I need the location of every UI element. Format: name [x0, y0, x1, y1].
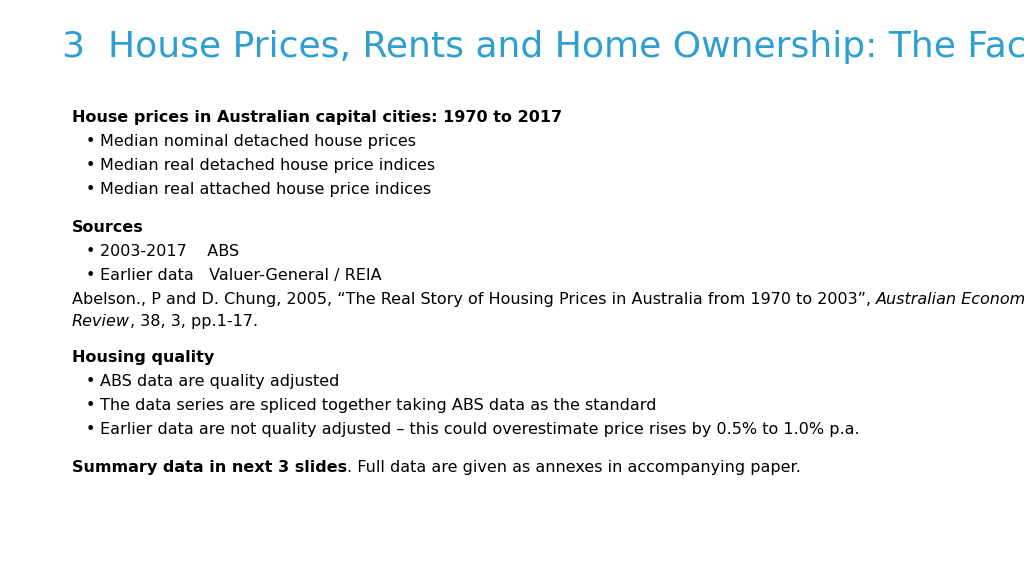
- Text: Review: Review: [72, 314, 130, 329]
- Text: Abelson., P and D. Chung, 2005, “The Real Story of Housing Prices in Australia f: Abelson., P and D. Chung, 2005, “The Rea…: [72, 292, 877, 307]
- Text: Median nominal detached house prices: Median nominal detached house prices: [100, 134, 416, 149]
- Text: Housing quality: Housing quality: [72, 350, 214, 365]
- Text: The data series are spliced together taking ABS data as the standard: The data series are spliced together tak…: [100, 398, 656, 413]
- Text: , 38, 3, pp.1-17.: , 38, 3, pp.1-17.: [130, 314, 258, 329]
- Text: Median real attached house price indices: Median real attached house price indices: [100, 182, 431, 197]
- Text: •: •: [86, 244, 95, 259]
- Text: •: •: [86, 158, 95, 173]
- Text: •: •: [86, 182, 95, 197]
- Text: House prices in Australian capital cities: 1970 to 2017: House prices in Australian capital citie…: [72, 110, 562, 125]
- Text: •: •: [86, 398, 95, 413]
- Text: Earlier data   Valuer-General / REIA: Earlier data Valuer-General / REIA: [100, 268, 382, 283]
- Text: 3  House Prices, Rents and Home Ownership: The Facts: 3 House Prices, Rents and Home Ownership…: [62, 30, 1024, 64]
- Text: Earlier data are not quality adjusted – this could overestimate price rises by 0: Earlier data are not quality adjusted – …: [100, 422, 859, 437]
- Text: •: •: [86, 422, 95, 437]
- Text: •: •: [86, 374, 95, 389]
- Text: •: •: [86, 134, 95, 149]
- Text: 2003-2017    ABS: 2003-2017 ABS: [100, 244, 240, 259]
- Text: . Full data are given as annexes in accompanying paper.: . Full data are given as annexes in acco…: [347, 460, 801, 475]
- Text: Sources: Sources: [72, 220, 143, 235]
- Text: Summary data in next 3 slides: Summary data in next 3 slides: [72, 460, 347, 475]
- Text: ABS data are quality adjusted: ABS data are quality adjusted: [100, 374, 339, 389]
- Text: Australian Economic: Australian Economic: [877, 292, 1024, 307]
- Text: •: •: [86, 268, 95, 283]
- Text: Median real detached house price indices: Median real detached house price indices: [100, 158, 435, 173]
